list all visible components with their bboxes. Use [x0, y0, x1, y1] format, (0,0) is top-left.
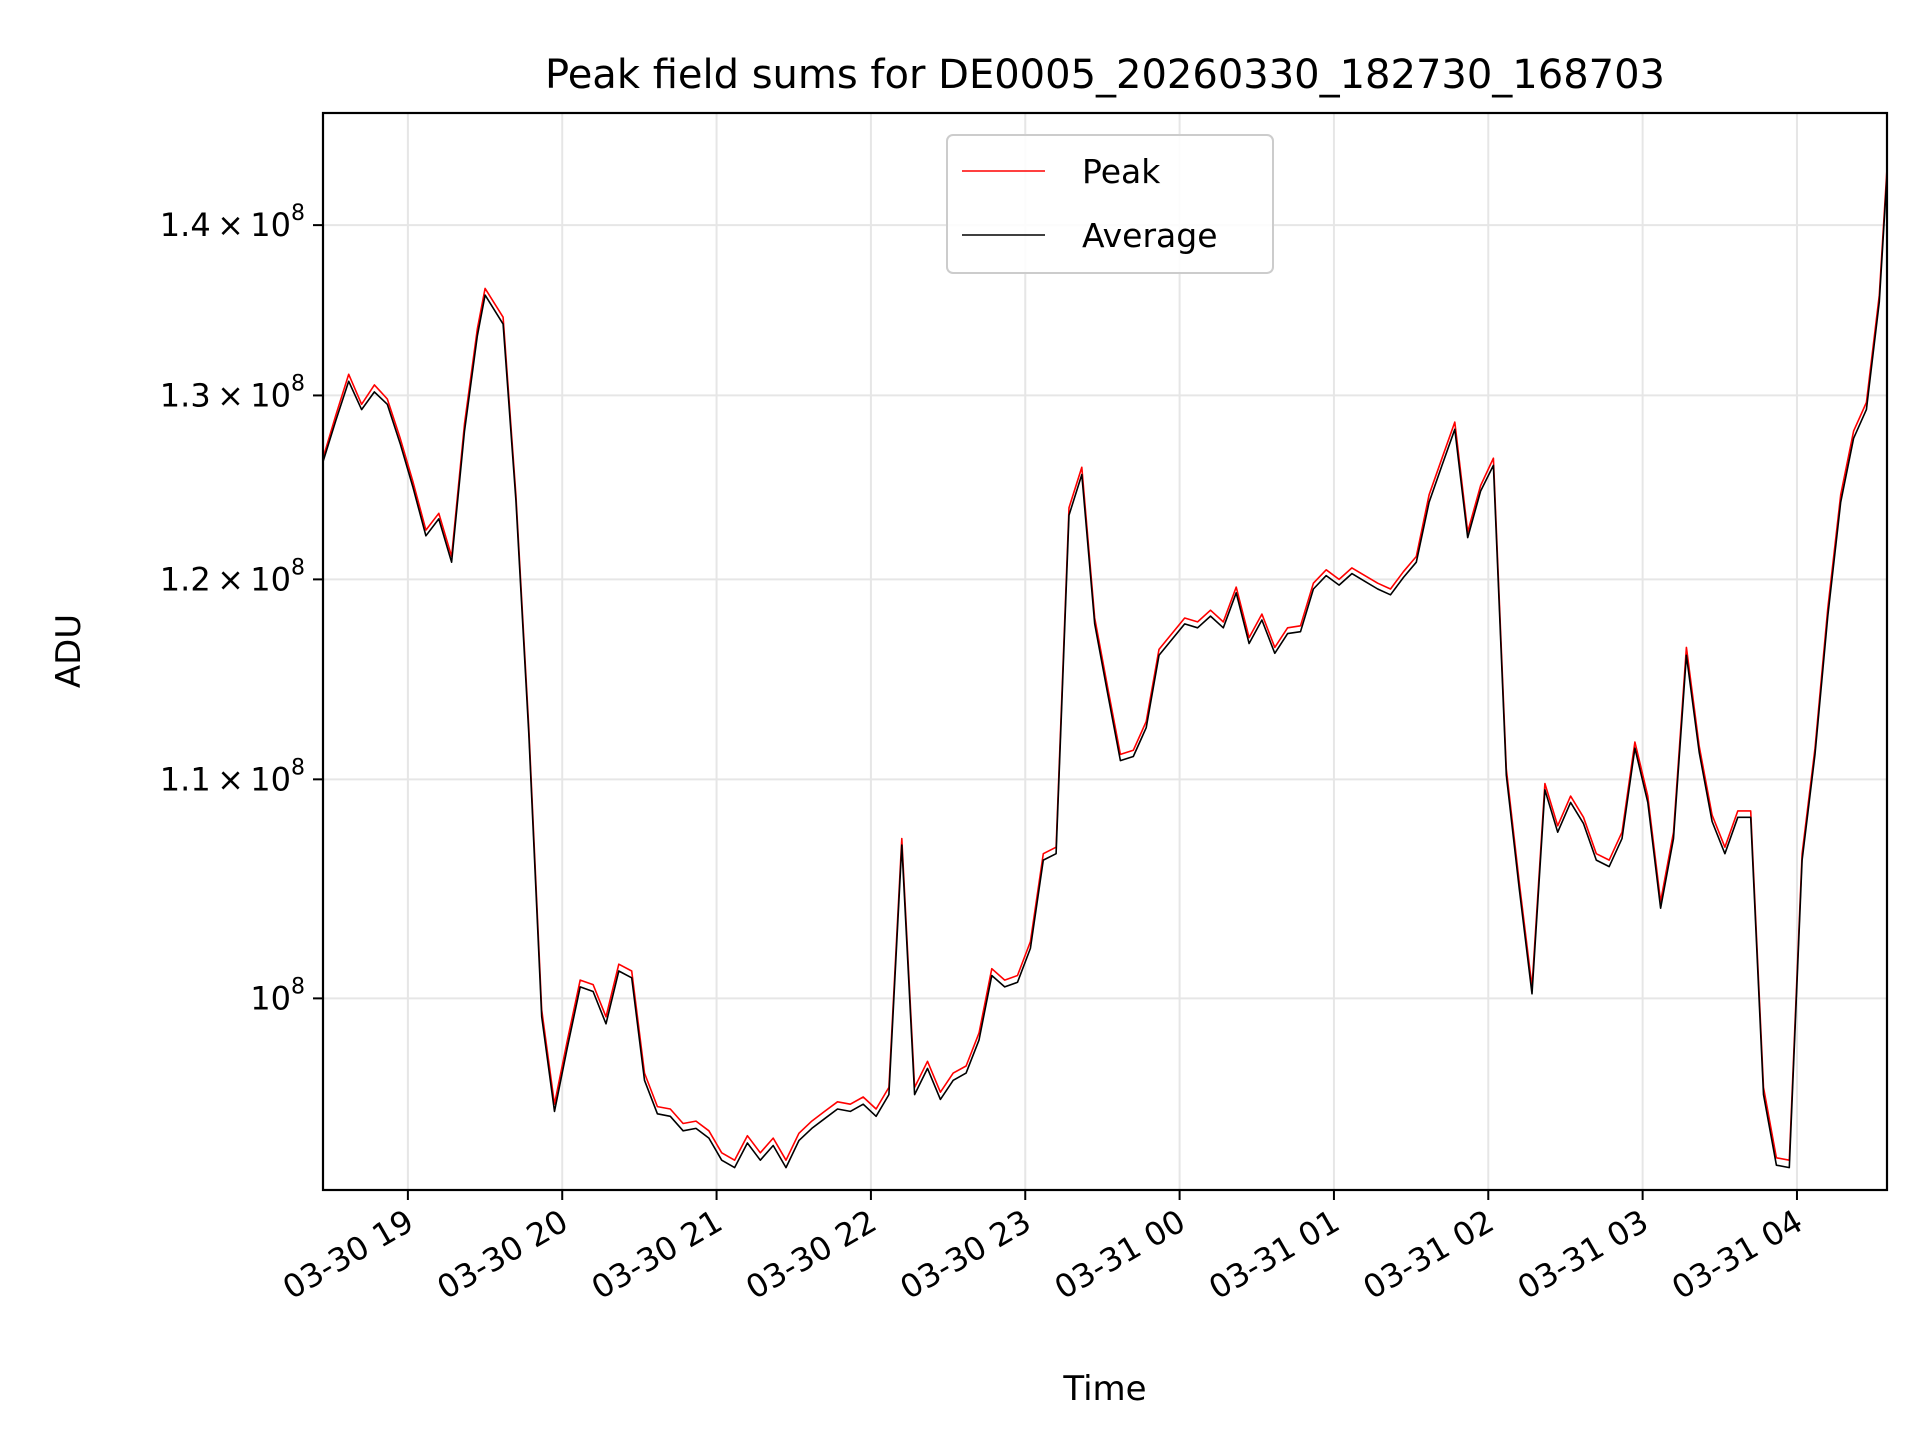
x-tick-label: 03-31 04 [1665, 1202, 1809, 1307]
x-tick-label: 03-31 03 [1511, 1202, 1655, 1307]
series-layer [322, 168, 1888, 1169]
plot-frame [321, 111, 1889, 1192]
x-axis-ticks: 03-30 19 03-30 20 03-30 21 03-30 22 03-30 23… [276, 1190, 1809, 1307]
x-tick-label: 03-31 02 [1357, 1202, 1501, 1307]
y-tick-label: 1.3 × 108 [160, 371, 305, 414]
y-axis-label: ADU [49, 614, 89, 688]
x-tick-label: 03-30 21 [585, 1202, 729, 1307]
x-tick-label: 03-30 19 [276, 1202, 420, 1307]
x-tick-label: 03-31 01 [1202, 1202, 1346, 1307]
y-tick-label: 1.2 × 108 [160, 555, 305, 598]
series-line-peak [322, 168, 1888, 1161]
legend-label-peak: Peak [1082, 152, 1161, 191]
gridlines [323, 113, 1887, 1190]
x-tick-label: 03-31 00 [1048, 1202, 1192, 1307]
x-tick-label: 03-30 23 [894, 1202, 1038, 1307]
y-axis-ticks: 108 1.1 × 108 1.2 × 108 1.3 × 108 1.4 × 108 [160, 201, 323, 1017]
legend-box [946, 134, 1274, 274]
y-tick-label: 108 [250, 974, 305, 1017]
chart-title: Peak field sums for DE0005_20260330_1827… [545, 52, 1665, 98]
x-axis-label: Time [1062, 1369, 1146, 1409]
legend-label-average: Average [1082, 216, 1218, 255]
y-tick-label: 1.1 × 108 [160, 755, 305, 798]
x-tick-label: 03-30 20 [431, 1202, 575, 1307]
series-line-average [322, 174, 1888, 1169]
legend: Peak Average [946, 134, 1274, 274]
x-tick-label: 03-30 22 [739, 1202, 883, 1307]
y-tick-label: 1.4 × 108 [160, 201, 305, 244]
